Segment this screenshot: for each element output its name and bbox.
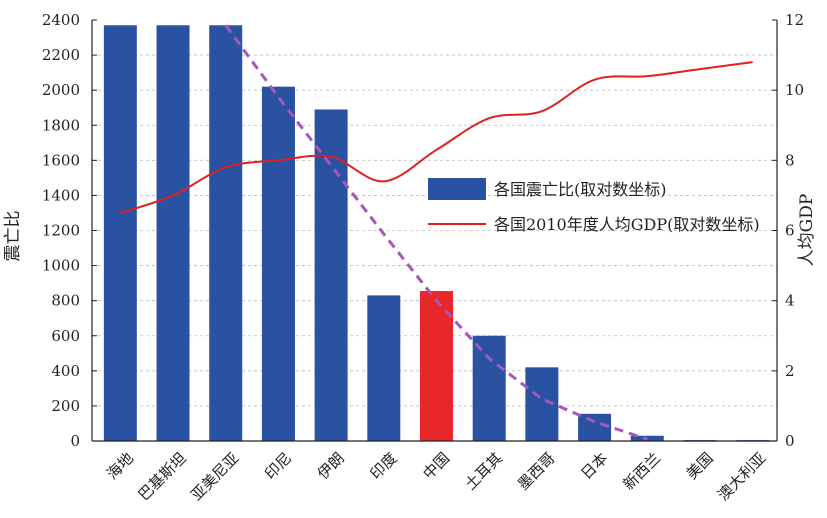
y-tick-label: 1200 <box>42 222 80 240</box>
y-tick-label: 1800 <box>42 116 80 134</box>
legend-bar-label: 各国震亡比(取对数坐标) <box>494 180 667 199</box>
y2-tick-label: 0 <box>785 432 795 450</box>
legend-line-label: 各国2010年度人均GDP(取对数坐标) <box>494 215 760 234</box>
legend-bar-swatch <box>428 178 486 200</box>
x-tick-label: 日本 <box>577 449 611 483</box>
trend-line-series <box>224 24 648 441</box>
bar <box>367 295 401 441</box>
bar <box>156 25 190 441</box>
y2-tick-label: 10 <box>785 81 804 99</box>
y-tick-label: 1600 <box>42 151 80 169</box>
x-tick-label: 伊朗 <box>314 449 348 483</box>
bar <box>314 109 348 442</box>
bar <box>103 25 137 441</box>
y2-tick-label: 8 <box>785 151 795 169</box>
x-tick-label: 新西兰 <box>619 449 664 494</box>
y-tick-label: 2400 <box>42 11 80 29</box>
y-tick-label: 400 <box>51 362 80 380</box>
gdp-line-series <box>120 61 753 214</box>
y2-tick-label: 12 <box>785 11 804 29</box>
gridlines <box>92 54 777 407</box>
bar <box>578 413 612 441</box>
y-tick-label: 2200 <box>42 46 80 64</box>
bar <box>261 86 295 442</box>
y-tick-label: 1000 <box>42 257 80 275</box>
x-tick-label: 亚美尼亚 <box>187 449 242 504</box>
x-tick-label: 美国 <box>683 449 717 483</box>
x-tick-label: 中国 <box>419 449 453 483</box>
gdp-line <box>120 61 753 214</box>
y-tick-label: 800 <box>51 292 80 310</box>
x-tick-label: 巴基斯坦 <box>135 449 190 504</box>
axes <box>91 19 778 442</box>
legend: 各国震亡比(取对数坐标) 各国2010年度人均GDP(取对数坐标) <box>428 178 760 234</box>
bar-series <box>103 25 770 442</box>
y2-tick-label: 2 <box>785 362 795 380</box>
y-tick-label: 200 <box>51 397 80 415</box>
bar <box>525 367 559 441</box>
y-axis-title: 震亡比 <box>3 211 23 262</box>
bar <box>472 335 506 441</box>
y-tick-label: 0 <box>70 432 80 450</box>
y2-axis-title: 人均GDP <box>797 194 817 267</box>
bar <box>209 25 243 441</box>
x-tick-label: 澳大利亚 <box>714 449 769 504</box>
trend-line <box>224 24 648 441</box>
x-tick-label: 印尼 <box>261 449 295 483</box>
x-tick-label: 印度 <box>367 449 401 483</box>
y2-tick-label: 4 <box>785 292 795 310</box>
y-tick-label: 2000 <box>42 81 80 99</box>
x-tick-label: 墨西哥 <box>514 449 559 494</box>
y2-tick-label: 6 <box>785 222 795 240</box>
y-tick-label: 600 <box>51 327 80 345</box>
x-tick-label: 海地 <box>103 449 137 483</box>
y-tick-label: 1400 <box>42 186 80 204</box>
x-tick-label: 土耳其 <box>461 449 506 494</box>
bar <box>420 291 453 441</box>
